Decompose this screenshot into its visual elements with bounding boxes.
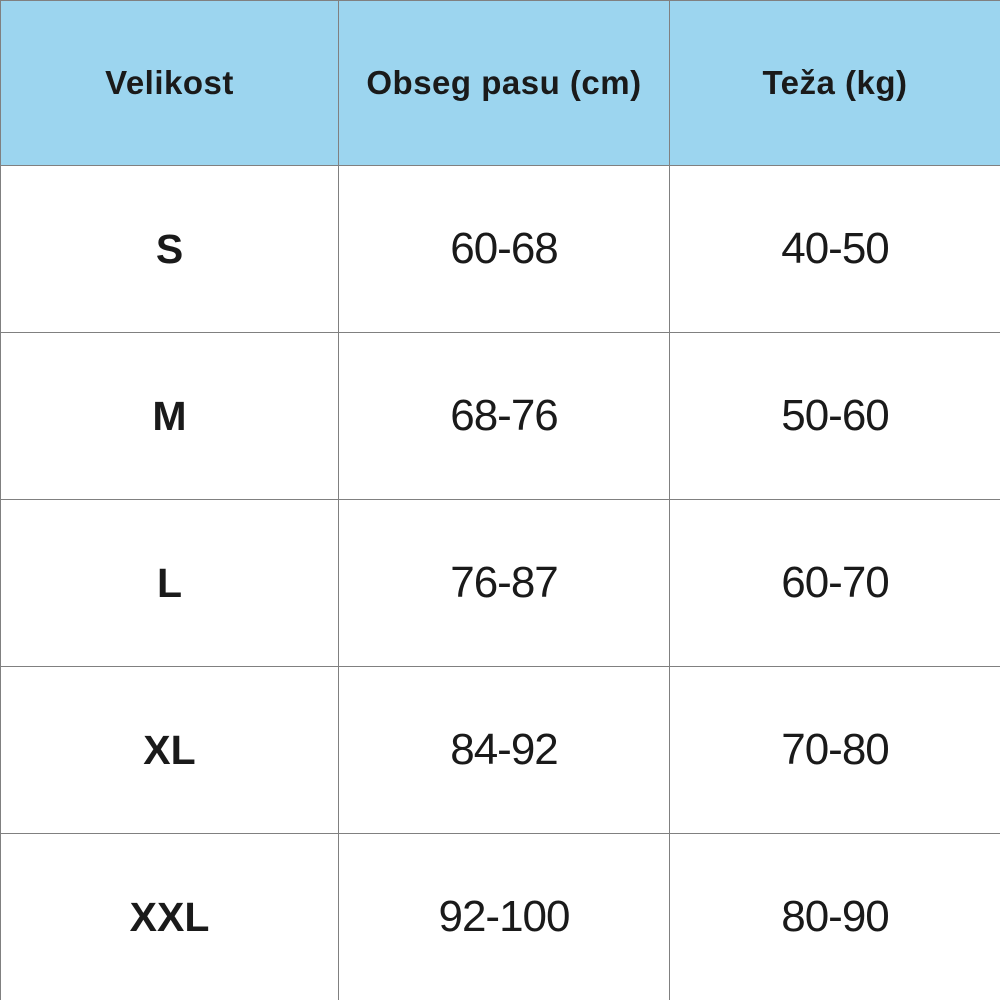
weight-value: 80-90 (669, 833, 1000, 1000)
table-row-xxl: XXL 92-100 80-90 (0, 833, 1000, 1000)
waist-value: 84-92 (338, 666, 670, 834)
table-row-xl: XL 84-92 70-80 (0, 666, 1000, 834)
header-weight: Teža (kg) (669, 0, 1000, 166)
header-waist: Obseg pasu (cm) (338, 0, 670, 166)
size-label: M (0, 332, 339, 500)
size-chart-header: Velikost Obseg pasu (cm) Teža (kg) (0, 0, 1000, 166)
header-size: Velikost (0, 0, 339, 166)
weight-value: 50-60 (669, 332, 1000, 500)
size-label: S (0, 165, 339, 333)
table-row-m: M 68-76 50-60 (0, 332, 1000, 500)
waist-value: 92-100 (338, 833, 670, 1000)
weight-value: 60-70 (669, 499, 1000, 667)
waist-value: 76-87 (338, 499, 670, 667)
size-label: XL (0, 666, 339, 834)
waist-value: 60-68 (338, 165, 670, 333)
size-chart-body: S 60-68 40-50 M 68-76 50-60 L 76-87 60-7… (0, 165, 1000, 1000)
weight-value: 40-50 (669, 165, 1000, 333)
table-row-s: S 60-68 40-50 (0, 165, 1000, 333)
size-label: L (0, 499, 339, 667)
header-row: Velikost Obseg pasu (cm) Teža (kg) (0, 0, 1000, 166)
waist-value: 68-76 (338, 332, 670, 500)
table-row-l: L 76-87 60-70 (0, 499, 1000, 667)
size-label: XXL (0, 833, 339, 1000)
weight-value: 70-80 (669, 666, 1000, 834)
